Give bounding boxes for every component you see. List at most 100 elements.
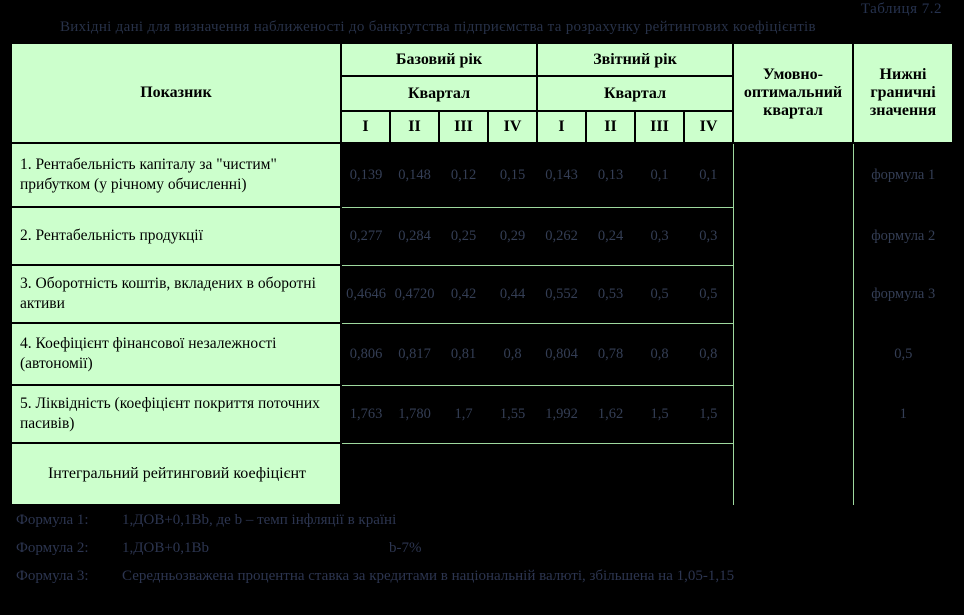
value-cell <box>586 443 635 505</box>
header-base-year: Базовий рік <box>340 42 538 77</box>
value-cell: 1,5 <box>684 385 733 444</box>
bound-cell <box>853 443 953 505</box>
value-cell: 0,15 <box>488 143 537 208</box>
row-label: 3. Оборотність коштів, вкладених в оборо… <box>10 264 342 324</box>
value-cell: 0,804 <box>537 323 586 386</box>
optimal-cell <box>732 443 854 505</box>
header-roman-report-3: III <box>634 110 685 144</box>
formula-note: b-7% <box>389 540 422 556</box>
header-roman-report-4: IV <box>683 110 734 144</box>
bound-cell: формула 3 <box>871 285 936 302</box>
header-report-year: Звітний рік <box>536 42 734 77</box>
value-cell: 0,8 <box>635 323 684 386</box>
table-row: 5. Ліквідність (коефіцієнт покриття пото… <box>10 384 953 444</box>
value-cell: 0,8 <box>488 323 537 386</box>
value-cell: 0,5 <box>635 265 684 324</box>
value-cell: 0,44 <box>488 265 537 324</box>
value-cell: 0,78 <box>586 323 635 386</box>
value-cell: 0,3 <box>684 207 733 266</box>
table-row: 4. Коефіцієнт фінансової незалежності (а… <box>10 322 953 386</box>
value-cell: 0,5 <box>684 265 733 324</box>
value-cell: 0,4646 <box>341 265 390 324</box>
value-cell: 0,143 <box>537 143 586 208</box>
value-cell: 0,817 <box>390 323 439 386</box>
optimal-cell <box>732 207 854 265</box>
formula-label: Формула 1: <box>16 512 89 528</box>
table-caption-number: Таблиця 7.2 <box>860 1 942 17</box>
value-cell: 0,4720 <box>390 265 439 324</box>
formula-line: Формула 2: 1,ДОВ+0,1Вb b-7% <box>16 540 946 568</box>
header-quarter-report: Квартал <box>536 75 734 112</box>
formula-notes: Формула 1: 1,ДОВ+0,1Вb, де b – темп інфл… <box>16 512 946 596</box>
formula-line: Формула 1: 1,ДОВ+0,1Вb, де b – темп інфл… <box>16 512 946 540</box>
table-row: 3. Оборотність коштів, вкладених в оборо… <box>10 264 953 324</box>
value-cell: 0,42 <box>439 265 488 324</box>
table-row: Інтегральний рейтинговий коефіцієнт <box>10 442 953 506</box>
header-lower-bounds: Нижні граничні значення <box>852 42 954 144</box>
value-cell: 0,262 <box>537 207 586 266</box>
header-roman-base-3: III <box>438 110 489 144</box>
value-cell: 0,1 <box>684 143 733 208</box>
optimal-cell <box>732 143 854 207</box>
row-label: Інтегральний рейтинговий коефіцієнт <box>10 442 342 506</box>
value-cell: 1,763 <box>341 385 390 444</box>
value-cell <box>341 443 390 505</box>
optimal-cell <box>732 265 854 323</box>
value-cell: 0,552 <box>537 265 586 324</box>
value-cell: 1,7 <box>439 385 488 444</box>
value-cell: 0,284 <box>390 207 439 266</box>
bound-cell: формула 2 <box>871 227 936 244</box>
value-cell: 0,81 <box>439 323 488 386</box>
formula-label: Формула 3: <box>16 568 89 584</box>
header-roman-report-2: II <box>585 110 636 144</box>
value-cell <box>390 443 439 505</box>
table-row: 1. Рентабельність капіталу за "чистим" п… <box>10 142 953 208</box>
row-label: 4. Коефіцієнт фінансової незалежності (а… <box>10 322 342 386</box>
value-cell: 1,992 <box>537 385 586 444</box>
formula-line: Формула 3: Середньозважена процентна ста… <box>16 568 946 596</box>
value-cell <box>635 443 684 505</box>
header-quarter-base: Квартал <box>340 75 538 112</box>
row-label: 5. Ліквідність (коефіцієнт покриття пото… <box>10 384 342 444</box>
optimal-cell <box>732 385 854 443</box>
row-label: 2. Рентабельність продукції <box>10 206 342 266</box>
value-cell: 0,12 <box>439 143 488 208</box>
header-optimal-quarter: Умовно-оптимальний квартал <box>732 42 854 144</box>
value-cell <box>488 443 537 505</box>
table-title: Вихідні дані для визначення наближеності… <box>60 19 816 35</box>
value-cell: 0,277 <box>341 207 390 266</box>
optimal-cell <box>732 323 854 385</box>
value-cell: 0,3 <box>635 207 684 266</box>
indicators-table: Показник Базовий рік Звітний рік Умовно-… <box>10 42 954 506</box>
value-cell: 0,53 <box>586 265 635 324</box>
value-cell: 0,1 <box>635 143 684 208</box>
row-label: 1. Рентабельність капіталу за "чистим" п… <box>10 142 342 208</box>
value-cell: 1,55 <box>488 385 537 444</box>
formula-text: Середньозважена процентна ставка за кред… <box>122 568 735 584</box>
formula-text: 1,ДОВ+0,1Вb <box>122 540 210 556</box>
header-roman-base-1: I <box>340 110 391 144</box>
header-roman-report-1: I <box>536 110 587 144</box>
formula-label: Формула 2: <box>16 540 89 556</box>
header-indicator: Показник <box>10 42 342 144</box>
value-cell: 1,5 <box>635 385 684 444</box>
value-cell: 1,62 <box>586 385 635 444</box>
formula-text: 1,ДОВ+0,1Вb, де b – темп інфляції в краї… <box>122 512 397 528</box>
bound-cell: 0,5 <box>894 345 913 362</box>
bound-cell: формула 1 <box>871 167 936 183</box>
header-roman-base-4: IV <box>487 110 538 144</box>
value-cell: 0,25 <box>439 207 488 266</box>
header-roman-base-2: II <box>389 110 440 144</box>
value-cell <box>684 443 733 505</box>
value-cell: 0,148 <box>390 143 439 208</box>
value-cell <box>537 443 586 505</box>
value-cell: 0,13 <box>586 143 635 208</box>
value-cell: 0,29 <box>488 207 537 266</box>
value-cell <box>439 443 488 505</box>
value-cell: 0,139 <box>341 143 390 208</box>
bound-cell: 1 <box>899 405 907 422</box>
value-cell: 0,8 <box>684 323 733 386</box>
value-cell: 1,780 <box>390 385 439 444</box>
table-row: 2. Рентабельність продукції 0,277 0,284 … <box>10 206 953 266</box>
